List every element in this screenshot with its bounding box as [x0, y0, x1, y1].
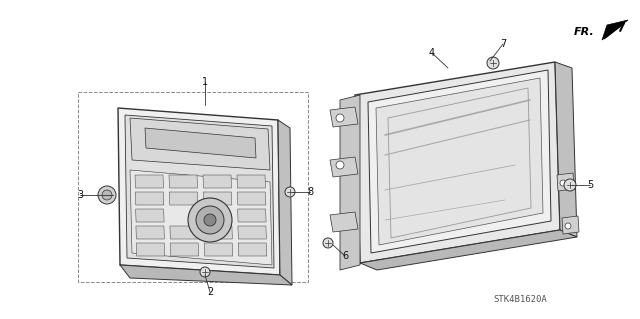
Polygon shape — [170, 226, 198, 239]
Polygon shape — [330, 157, 358, 177]
Circle shape — [200, 267, 210, 277]
Polygon shape — [170, 243, 198, 256]
Text: 8: 8 — [307, 187, 313, 197]
Polygon shape — [340, 95, 360, 270]
Text: 5: 5 — [587, 180, 593, 190]
Circle shape — [98, 186, 116, 204]
Polygon shape — [237, 209, 266, 222]
Polygon shape — [368, 70, 551, 253]
Text: STK4B1620A: STK4B1620A — [493, 295, 547, 305]
Polygon shape — [135, 192, 164, 205]
Text: 3: 3 — [77, 190, 83, 200]
Polygon shape — [170, 192, 198, 205]
Polygon shape — [130, 170, 272, 265]
Polygon shape — [136, 226, 164, 239]
Circle shape — [336, 114, 344, 122]
Circle shape — [565, 223, 571, 229]
Polygon shape — [130, 118, 270, 170]
Polygon shape — [557, 173, 574, 191]
Polygon shape — [238, 243, 267, 256]
Polygon shape — [204, 243, 233, 256]
Circle shape — [204, 214, 216, 226]
Text: 6: 6 — [342, 251, 348, 261]
Polygon shape — [203, 175, 232, 188]
Text: 4: 4 — [429, 48, 435, 58]
Polygon shape — [278, 120, 292, 285]
Polygon shape — [602, 20, 628, 40]
Circle shape — [196, 206, 224, 234]
Polygon shape — [355, 62, 560, 263]
Circle shape — [564, 179, 576, 191]
Polygon shape — [330, 107, 358, 127]
Polygon shape — [204, 192, 232, 205]
Polygon shape — [136, 209, 164, 222]
Polygon shape — [376, 78, 543, 245]
Polygon shape — [237, 175, 266, 188]
Polygon shape — [125, 115, 274, 268]
Circle shape — [560, 180, 566, 186]
Circle shape — [285, 187, 295, 197]
Polygon shape — [360, 230, 577, 270]
Text: 2: 2 — [207, 287, 213, 297]
Circle shape — [323, 238, 333, 248]
Polygon shape — [118, 108, 280, 275]
Polygon shape — [120, 265, 292, 285]
Polygon shape — [169, 175, 198, 188]
Polygon shape — [136, 243, 164, 256]
Text: 1: 1 — [202, 77, 208, 87]
Circle shape — [102, 190, 112, 200]
Polygon shape — [238, 226, 266, 239]
Polygon shape — [555, 62, 577, 237]
Polygon shape — [145, 128, 256, 158]
Circle shape — [487, 57, 499, 69]
Polygon shape — [204, 226, 232, 239]
Polygon shape — [562, 216, 579, 234]
Circle shape — [188, 198, 232, 242]
Polygon shape — [135, 175, 163, 188]
Polygon shape — [330, 212, 358, 232]
Polygon shape — [237, 192, 266, 205]
Circle shape — [336, 161, 344, 169]
Text: 7: 7 — [500, 39, 506, 49]
Text: FR.: FR. — [574, 27, 595, 37]
